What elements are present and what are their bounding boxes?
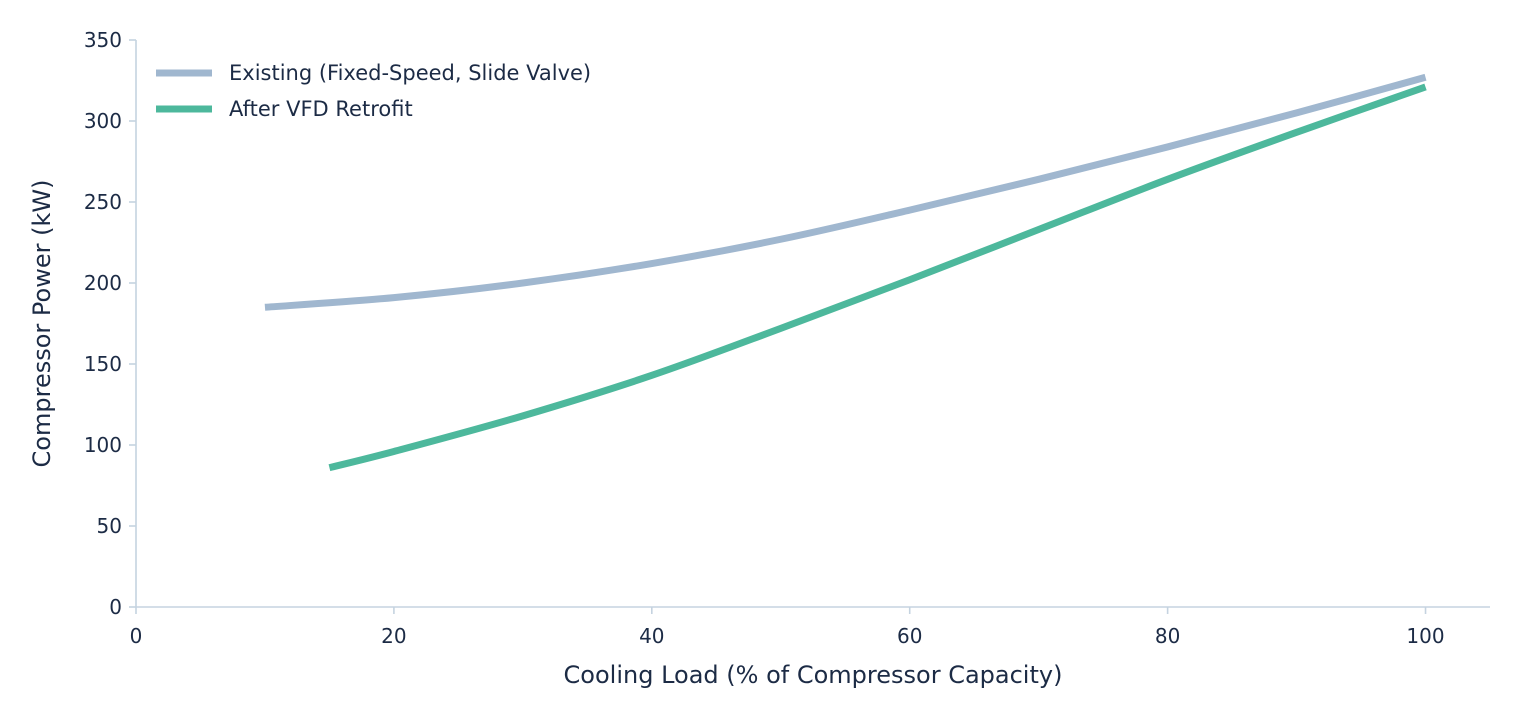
x-tick-label: 100 (1406, 624, 1444, 648)
legend-label-1: Existing (Fixed-Speed, Slide Valve) (229, 61, 591, 85)
series-line-1 (264, 73, 1427, 311)
y-tick-label: 150 (84, 352, 122, 376)
x-tick-label: 80 (1155, 624, 1180, 648)
axes: 0 20 40 60 80 100 0 50 100 150 200 250 300 350 (84, 28, 1490, 648)
y-tick-label: 200 (84, 271, 122, 295)
legend-label-2: After VFD Retrofit (229, 97, 413, 121)
x-tick-label: 60 (897, 624, 922, 648)
y-tick-label: 100 (84, 433, 122, 457)
legend: Existing (Fixed-Speed, Slide Valve) After… (156, 61, 591, 121)
x-tick-label: 0 (130, 624, 143, 648)
y-axis-title: Compressor Power (kW) (28, 180, 56, 468)
series-layer (264, 73, 1427, 472)
y-tick-label: 250 (84, 190, 122, 214)
x-axis-title: Cooling Load (% of Compressor Capacity) (564, 661, 1063, 689)
series-line-2 (328, 83, 1427, 472)
y-tick-label: 0 (109, 595, 122, 619)
x-tick-label: 20 (381, 624, 406, 648)
x-tick-label: 40 (639, 624, 664, 648)
y-tick-label: 300 (84, 109, 122, 133)
y-tick-label: 350 (84, 28, 122, 52)
y-tick-label: 50 (97, 514, 122, 538)
